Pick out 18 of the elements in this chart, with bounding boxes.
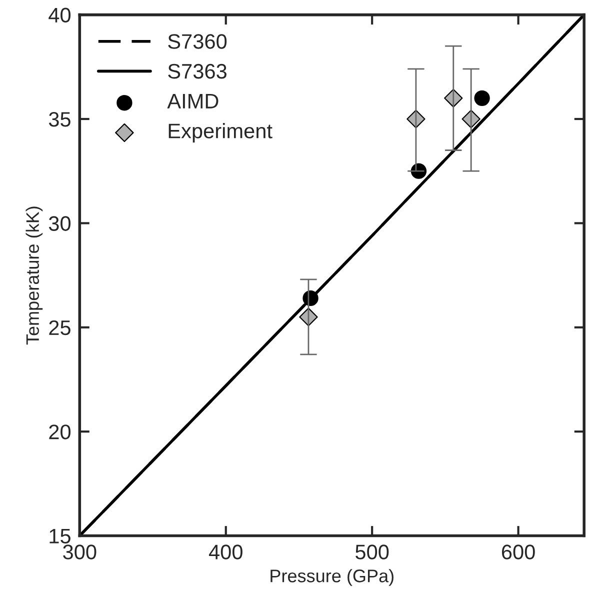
x-tick-label: 500 [356,544,389,560]
legend-label: Experiment [168,123,272,142]
y-tick-label: 25 [49,320,70,336]
point [474,90,490,106]
y-axis-title: Temperature (kK) [26,206,43,345]
x-tick-label: 600 [502,544,535,560]
y-tick-label: 15 [50,528,70,544]
legend-label: S7360 [168,34,227,49]
y-tick-label: 20 [49,424,71,440]
y-tick-label: 40 [48,8,71,23]
x-axis-title: Pressure (GPa) [270,569,394,586]
point [302,290,318,306]
y-tick-label: 35 [48,112,70,127]
x-tick-label: 400 [208,544,242,560]
x-tick-label: 300 [63,544,96,560]
legend-label: S7363 [168,64,226,79]
y-tick-label: 30 [48,216,71,231]
legend-label: AIMD [167,94,218,108]
